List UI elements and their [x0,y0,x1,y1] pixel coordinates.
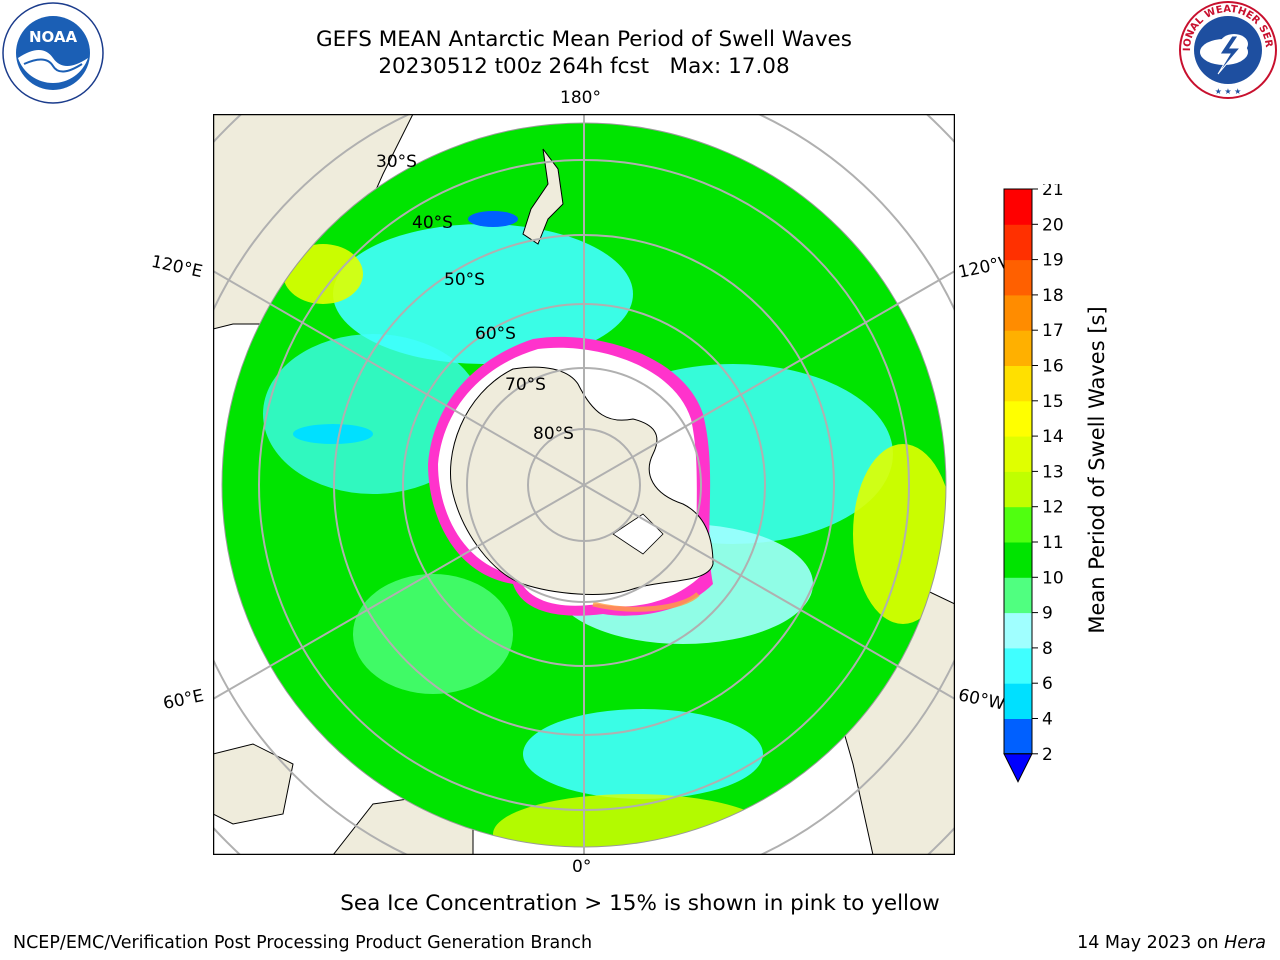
colorbar-segment [1004,718,1032,755]
colorbar-segment [1004,506,1032,543]
colorbar-tick-label: 2 [1042,745,1053,765]
colorbar-tick-label: 8 [1042,639,1053,659]
noaa-logo: NOAA [2,2,104,104]
graticule [213,114,955,855]
colorbar-tick-label: 9 [1042,604,1053,624]
chart-subtitle: 20230512 t00z 264h fcst Max: 17.08 [378,54,790,79]
colorbar-tick-label: 12 [1042,498,1064,518]
colorbar-segment [1004,683,1032,719]
colorbar-segment [1004,259,1032,296]
lat-label-60s: 60°S [475,324,516,344]
colorbar-segment [1004,294,1032,331]
colorbar-tick-label: 18 [1042,286,1064,306]
colorbar-tick-label: 21 [1042,184,1064,200]
colorbar-segment [1004,189,1032,225]
machine-name: Hera [1224,933,1266,953]
colorbar-tick-label: 19 [1042,251,1064,271]
lat-label-30s: 30°S [376,152,417,172]
colorbar-segment [1004,224,1032,261]
lat-label-50s: 50°S [444,270,485,290]
colorbar-segment [1004,330,1032,366]
sea-ice-note: Sea Ice Concentration > 15% is shown in … [340,891,940,916]
colorbar-tick-label: 13 [1042,462,1064,482]
colorbar-segment [1004,542,1032,578]
colorbar: 2 4 6 8 9 10 11 12 13 14 15 16 17 18 19 20 21 [1003,184,1064,783]
svg-text:★ ★ ★: ★ ★ ★ [1215,87,1242,96]
colorbar-segment [1004,471,1032,508]
svg-text:NOAA: NOAA [29,28,78,46]
lat-label-40s: 40°S [412,213,453,233]
lat-label-70s: 70°S [505,375,546,395]
colorbar-tick-label: 17 [1042,321,1064,341]
colorbar-tick-label: 15 [1042,392,1064,412]
colorbar-segment [1004,612,1032,649]
colorbar-segment [1004,647,1032,684]
colorbar-tick-label: 16 [1042,357,1064,377]
colorbar-tick-label: 11 [1042,533,1064,553]
credit-line: NCEP/EMC/Verification Post Processing Pr… [13,933,593,953]
colorbar-segment [1004,577,1032,614]
lon-label-0: 0° [572,857,592,877]
lon-label-120e: 120°E [149,251,205,283]
colorbar-segment [1004,436,1032,472]
polar-map [213,114,955,855]
colorbar-tick-label: 6 [1042,674,1053,694]
chart-title: GEFS MEAN Antarctic Mean Period of Swell… [316,27,852,52]
colorbar-tick-label: 14 [1042,427,1064,447]
colorbar-label: Mean Period of Swell Waves [s] [1085,306,1109,634]
lon-label-60e: 60°E [161,685,206,715]
date-text: 14 May 2023 on [1077,933,1225,953]
nws-logo: NATIONAL WEATHER SERVICE ★ ★ ★ [1178,0,1277,99]
colorbar-segment [1004,400,1032,437]
colorbar-tick-label: 4 [1042,710,1053,730]
lat-label-80s: 80°S [533,424,574,444]
colorbar-extend-arrow [1003,753,1033,783]
colorbar-segment [1004,365,1032,402]
colorbar-tick-label: 10 [1042,568,1064,588]
lon-label-180: 180° [560,88,601,108]
colorbar-tick-label: 20 [1042,215,1064,235]
date-line: 14 May 2023 on Hera [1077,933,1266,953]
